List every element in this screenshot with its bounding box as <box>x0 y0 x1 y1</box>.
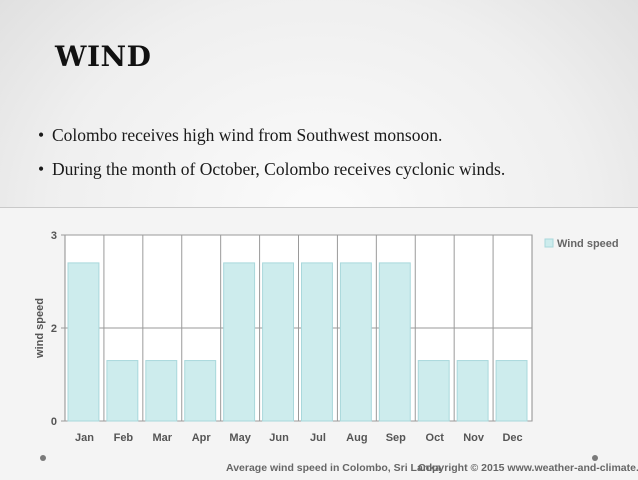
x-tick-label: Mar <box>153 432 173 444</box>
x-tick-label: Jul <box>310 432 326 444</box>
bullet-symbol: • <box>38 125 45 145</box>
bar-feb <box>106 360 139 422</box>
bar-jul <box>301 262 333 422</box>
bar-sep <box>378 262 411 422</box>
chart-caption: Average wind speed in Colombo, Sri Lanka <box>226 462 441 474</box>
y-tick-label: 0 <box>51 416 57 428</box>
bullet-text: During the month of October, Colombo rec… <box>52 159 506 179</box>
x-tick-label: Dec <box>502 432 522 444</box>
wind-speed-chart: 0 2 3 Jan Feb Mar Apr May Jun Jul Aug Sep Oct Nov Dec w… <box>34 230 638 474</box>
x-tick-label: Sep <box>386 432 406 444</box>
chart-panel: 0 2 3 Jan Feb Mar Apr May Jun Jul Aug Sep Oct Nov Dec w… <box>0 207 638 480</box>
bar-may <box>223 262 256 422</box>
legend-swatch <box>544 238 554 248</box>
bar-dec <box>495 360 528 422</box>
bar-mar <box>145 360 178 422</box>
y-tick-label: 2 <box>51 323 57 335</box>
footer-dot-left <box>40 455 46 461</box>
x-tick-label: May <box>229 432 251 444</box>
bullet-list: • Colombo receives high wind from Southwe… <box>38 118 505 186</box>
x-tick-label: Feb <box>114 432 134 444</box>
chart-copyright: Copyright © 2015 www.weather-and-climate… <box>418 462 638 474</box>
y-axis-label: wind speed <box>34 298 46 359</box>
x-tick-label: Nov <box>463 432 485 444</box>
y-tick-label: 3 <box>51 230 57 242</box>
bar-oct <box>417 360 450 422</box>
x-tick-label: Apr <box>192 432 212 444</box>
footer-dot-right <box>592 455 598 461</box>
bullet-symbol: • <box>38 159 45 179</box>
bar-aug <box>339 262 372 422</box>
slide-title: WIND <box>55 40 152 73</box>
bullet-item: • Colombo receives high wind from Southwe… <box>38 118 505 152</box>
x-tick-label: Oct <box>426 432 445 444</box>
x-tick-label: Jun <box>269 432 289 444</box>
bullet-item: • During the month of October, Colombo re… <box>38 152 505 186</box>
x-tick-label: Aug <box>346 432 367 444</box>
bar-jan <box>67 262 100 422</box>
bar-nov <box>456 360 489 422</box>
bullet-text: Colombo receives high wind from Southwes… <box>52 125 443 145</box>
legend-label: Wind speed <box>557 238 619 250</box>
x-tick-label: Jan <box>75 432 94 444</box>
bar-apr <box>184 360 217 422</box>
bar-jun <box>262 262 295 422</box>
